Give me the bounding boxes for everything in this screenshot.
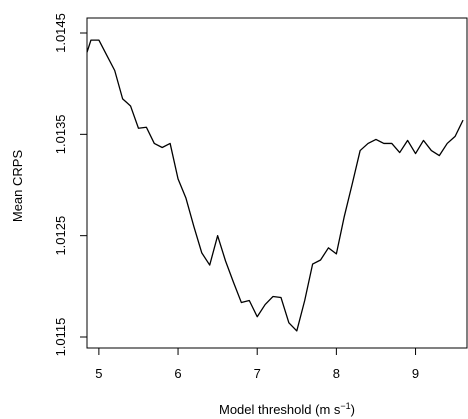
y-tick-label: 1.0125 — [53, 216, 68, 256]
plot-frame — [86, 17, 468, 349]
series-line — [86, 39, 464, 332]
y-axis: 1.0115 1.0125 1.0135 1.0145 — [53, 13, 87, 356]
x-axis-title-main: Model threshold (m s — [219, 402, 341, 417]
x-axis: 5 6 7 8 9 — [95, 348, 419, 381]
y-tick-label: 1.0115 — [53, 318, 68, 357]
x-axis-title: Model threshold (m s−1) — [219, 401, 355, 417]
plot-border — [86, 17, 468, 349]
x-tick-label: 6 — [174, 366, 181, 381]
x-tick-label: 7 — [254, 366, 261, 381]
y-axis-title: Mean CRPS — [10, 150, 25, 223]
series-layer — [86, 39, 464, 332]
x-tick-label: 5 — [95, 366, 102, 381]
y-tick-label: 1.0135 — [53, 114, 68, 154]
y-tick-label: 1.0145 — [53, 13, 68, 53]
x-axis-title-superscript: −1 — [340, 401, 350, 411]
x-axis-title-close: ) — [351, 402, 355, 417]
x-tick-label: 8 — [333, 366, 340, 381]
x-tick-label: 9 — [412, 366, 419, 381]
